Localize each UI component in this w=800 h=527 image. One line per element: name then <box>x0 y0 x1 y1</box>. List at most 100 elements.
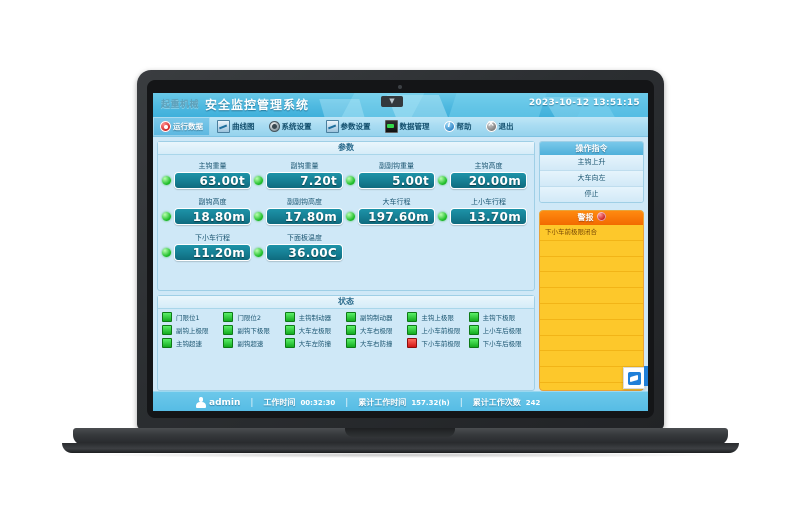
status-item-main-hook-overspeed: 主钩超速 <box>162 338 223 348</box>
header-polygon-decor <box>319 99 367 117</box>
toolbar-item-data-management[interactable]: 数据管理 <box>378 117 437 136</box>
total-work-count-label: 累计工作次数 <box>472 398 521 407</box>
page-title: 安全监控管理系统 <box>205 98 310 112</box>
status-label: 大车右极限 <box>359 327 393 335</box>
parameter-value: 36.00C <box>266 244 343 261</box>
toolbar-item-curve-chart[interactable]: 曲线图 <box>210 117 262 136</box>
status-item-bridge-left-anticollision: 大车左防撞 <box>284 338 346 348</box>
parameter-value: 20.00m <box>450 172 527 189</box>
status-indicator-icon <box>223 338 234 348</box>
parameter-value: 13.70m <box>450 208 527 225</box>
status-indicator-icon <box>162 325 172 335</box>
status-label: 副钩上极限 <box>176 327 209 335</box>
command-item-main-hook-up[interactable]: 主钩上升 <box>540 155 643 171</box>
status-led-icon <box>346 212 355 221</box>
parameter-row: 副钩高度 18.80m 副副钩高度 17.80m <box>162 197 530 225</box>
status-led-icon <box>254 176 263 185</box>
main-toolbar: 运行数据 曲线图 系统设置 参数设置 数据管理 帮助 <box>153 117 648 137</box>
alarm-list-item[interactable] <box>540 288 643 304</box>
parameter-value: 5.00t <box>358 172 435 189</box>
status-row: 门限位1 门限位2 主钩制动器 <box>162 312 530 322</box>
app-logo-text: 起重机械 <box>161 100 200 110</box>
right-column: 操作指令 主钩上升 大车向左 停止 警报 下小车前极限闭合 <box>539 141 648 391</box>
status-indicator-icon <box>345 338 356 348</box>
alarm-list-item[interactable]: 下小车前极限闭合 <box>540 225 643 241</box>
status-label: 门限位2 <box>237 314 261 322</box>
total-work-time-group: 累计工作时间 157.32(h) <box>358 397 449 408</box>
status-indicator-icon <box>468 325 479 335</box>
database-icon <box>384 120 398 133</box>
status-item-aux-hook-brake: 副钩制动器 <box>345 312 407 322</box>
status-indicator-icon <box>162 312 172 322</box>
parameter-value: 18.80m <box>174 208 251 225</box>
record-icon <box>160 121 171 132</box>
toolbar-item-help[interactable]: 帮助 <box>437 117 479 136</box>
chart-icon <box>325 120 339 133</box>
chart-icon <box>217 120 230 133</box>
username-label: admin <box>209 397 241 408</box>
alarm-list-item[interactable] <box>540 241 643 257</box>
alarm-list-item[interactable] <box>540 304 643 320</box>
parameter-value: 63.00t <box>174 172 251 189</box>
parameter-cell-empty <box>438 233 530 261</box>
parameter-cell-lower-trolley-travel: 下小车行程 11.20m <box>162 233 254 261</box>
parameter-cell-main-hook-weight: 主钩重量 63.00t <box>162 161 254 189</box>
status-label: 下小车前极限 <box>421 340 461 348</box>
work-time-group: 工作时间 00:32:30 <box>263 397 335 408</box>
status-item-main-hook-lower-limit: 主钩下极限 <box>468 312 530 322</box>
status-indicator-icon <box>468 312 479 322</box>
parameter-label: 下小车行程 <box>195 234 230 242</box>
status-indicator-icon <box>407 312 418 322</box>
status-led-icon <box>346 176 355 185</box>
status-item-lower-trolley-rear-limit: 下小车后极限 <box>468 338 530 348</box>
separator: | <box>250 397 254 408</box>
current-user: admin <box>195 397 240 408</box>
status-item-upper-trolley-front-limit: 上小车前极限 <box>407 325 468 335</box>
webcam <box>398 85 402 89</box>
command-item-stop[interactable]: 停止 <box>540 187 643 202</box>
alarm-list-item[interactable] <box>540 367 643 383</box>
status-item-lower-trolley-front-limit: 下小车前极限 <box>407 338 468 348</box>
toolbar-item-exit[interactable]: 退出 <box>479 117 521 136</box>
status-indicator-icon <box>284 338 295 348</box>
chevron-down-button[interactable]: ▼ <box>381 96 403 107</box>
alarm-list-item[interactable] <box>540 351 643 368</box>
status-indicator-icon <box>284 325 295 335</box>
status-item-door-limit-1: 门限位1 <box>162 312 223 322</box>
chevron-down-icon: ▼ <box>389 97 395 105</box>
alarm-list-item[interactable] <box>540 320 643 336</box>
application-screen: 起重机械 安全监控管理系统 ▼ 2023-10-12 13:51:15 运行数据… <box>153 93 648 411</box>
status-grid: 门限位1 门限位2 主钩制动器 <box>158 309 534 354</box>
parameter-label: 上小车行程 <box>471 198 506 206</box>
status-panel-title: 状态 <box>158 296 534 309</box>
status-label: 副钩下极限 <box>237 327 270 335</box>
status-label: 下小车后极限 <box>482 340 522 348</box>
toolbar-item-system-settings[interactable]: 系统设置 <box>262 117 319 136</box>
status-item-aux-hook-upper-limit: 副钩上极限 <box>162 325 223 335</box>
parameter-cell-bridge-travel: 大车行程 197.60m <box>346 197 438 225</box>
toolbar-label: 系统设置 <box>281 122 312 131</box>
status-label: 主钩制动器 <box>298 314 332 322</box>
app-body: 参数 主钩重量 63.00t <box>153 137 648 391</box>
alarm-list-item[interactable] <box>540 257 643 273</box>
parameter-label: 主钩高度 <box>474 162 503 170</box>
toolbar-item-parameter-settings[interactable]: 参数设置 <box>319 117 378 136</box>
toolbar-label: 退出 <box>498 122 514 131</box>
floating-message-button[interactable] <box>623 366 648 389</box>
parameters-grid: 主钩重量 63.00t 副钩重量 7.20t <box>158 155 534 261</box>
parameter-label: 副副钩高度 <box>287 198 322 206</box>
status-led-icon <box>438 176 447 185</box>
parameter-cell-main-hook-height: 主钩高度 20.00m <box>438 161 530 189</box>
work-time-label: 工作时间 <box>263 398 296 407</box>
total-work-time-label: 累计工作时间 <box>358 398 407 407</box>
alarm-list-item[interactable] <box>540 336 643 352</box>
status-led-icon <box>438 212 447 221</box>
toolbar-item-run-data[interactable]: 运行数据 <box>153 117 210 136</box>
toolbar-label: 运行数据 <box>173 122 203 131</box>
parameter-cell-empty <box>346 233 438 261</box>
status-label: 副钩制动器 <box>359 314 393 322</box>
parameter-value: 7.20t <box>266 172 343 189</box>
command-item-bridge-left[interactable]: 大车向左 <box>540 171 643 187</box>
toolbar-label: 帮助 <box>456 122 472 131</box>
alarm-list-item[interactable] <box>540 272 643 289</box>
